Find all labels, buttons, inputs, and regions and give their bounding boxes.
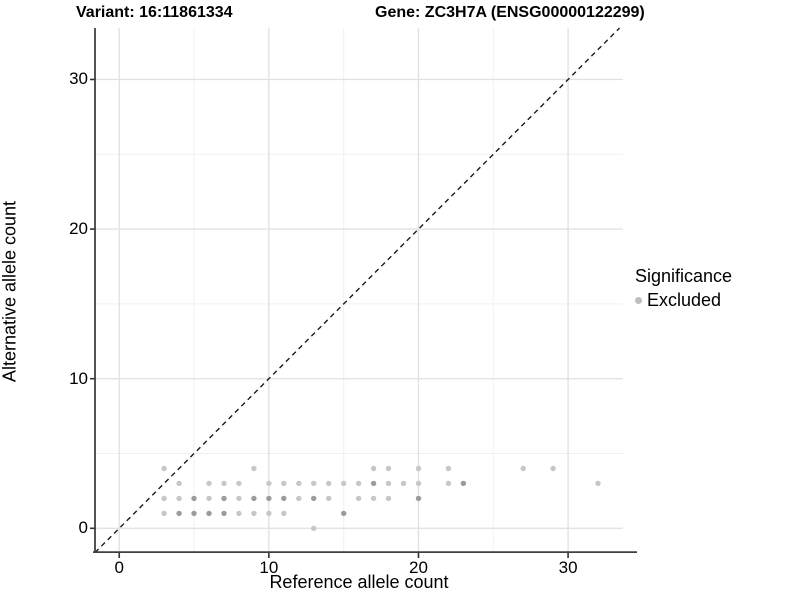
- data-point: [550, 465, 556, 472]
- data-point: [460, 480, 467, 487]
- y-tick-label: 30: [69, 69, 88, 89]
- data-point: [296, 495, 302, 502]
- data-point: [221, 495, 227, 502]
- data-point: [311, 480, 317, 487]
- data-point: [326, 495, 332, 502]
- data-point: [445, 465, 452, 472]
- x-tick-label: 0: [114, 558, 124, 577]
- data-point: [385, 480, 392, 487]
- legend-title: Significance: [635, 266, 733, 286]
- data-point: [191, 495, 197, 502]
- data-point: [326, 480, 332, 487]
- data-point: [236, 510, 242, 517]
- data-point: [415, 465, 422, 472]
- data-point: [161, 495, 167, 502]
- legend-dot-icon: [635, 297, 642, 304]
- x-tick-label: 10: [259, 558, 279, 577]
- data-point: [370, 495, 377, 502]
- data-point: [221, 480, 227, 487]
- data-point: [191, 510, 197, 517]
- data-point: [221, 510, 227, 517]
- y-tick-label: 10: [69, 368, 88, 388]
- data-point: [341, 510, 347, 517]
- data-point: [355, 495, 362, 502]
- y-tick-label: 0: [78, 518, 88, 538]
- legend: Significance Excluded: [635, 266, 732, 311]
- data-point: [520, 465, 526, 472]
- data-point: [281, 480, 287, 487]
- data-point: [415, 480, 422, 487]
- y-axis-label: Alternative allele count: [0, 200, 20, 383]
- data-point: [251, 465, 257, 472]
- data-point: [400, 480, 407, 487]
- variant-title: Variant: 16:11861334: [76, 4, 233, 21]
- data-point: [251, 510, 257, 517]
- data-point: [370, 465, 377, 472]
- legend-item-label: Excluded: [647, 290, 722, 310]
- data-point: [281, 510, 287, 517]
- data-point: [355, 480, 362, 487]
- data-point: [341, 480, 347, 487]
- data-point: [236, 480, 242, 487]
- data-point: [236, 495, 242, 502]
- data-point: [176, 495, 182, 502]
- identity-line: [94, 27, 621, 554]
- data-point: [206, 510, 212, 517]
- x-axis-label: Reference allele count: [269, 572, 449, 592]
- data-point: [595, 480, 601, 487]
- data-point: [385, 495, 392, 502]
- data-point: [251, 495, 257, 502]
- gene-title: Gene: ZC3H7A (ENSG00000122299): [375, 4, 645, 21]
- data-point: [311, 495, 317, 502]
- data-point: [311, 525, 317, 531]
- x-tick-label: 30: [558, 558, 578, 577]
- x-tick-label: 20: [409, 558, 428, 577]
- data-point: [415, 495, 422, 502]
- data-point: [176, 480, 182, 487]
- data-point: [176, 510, 182, 517]
- data-point: [206, 495, 212, 502]
- legend-item-excluded: Excluded: [635, 290, 732, 311]
- data-point: [296, 480, 302, 487]
- data-point: [206, 480, 212, 487]
- data-point: [445, 480, 452, 487]
- data-point: [266, 510, 272, 517]
- data-point: [161, 465, 167, 472]
- data-point: [281, 495, 287, 502]
- y-tick-label: 20: [69, 219, 88, 239]
- data-point: [266, 480, 272, 487]
- data-point: [161, 510, 167, 517]
- data-point: [266, 495, 272, 502]
- data-point: [385, 465, 392, 472]
- data-point: [370, 480, 377, 487]
